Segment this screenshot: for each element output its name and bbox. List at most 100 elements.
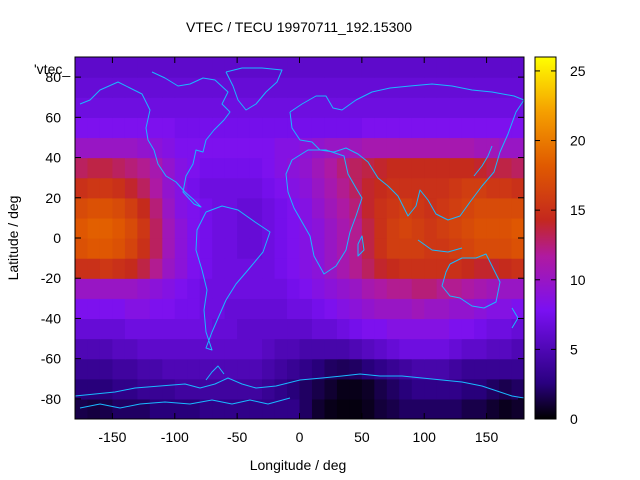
heatmap-cell bbox=[75, 398, 89, 419]
heatmap-cell bbox=[187, 77, 201, 98]
heatmap-cell bbox=[411, 398, 425, 419]
heatmap-cell bbox=[499, 258, 513, 279]
heatmap-cell bbox=[112, 97, 126, 118]
heatmap-cell bbox=[224, 398, 238, 419]
heatmap-cell bbox=[187, 338, 201, 360]
heatmap-cell bbox=[149, 398, 163, 419]
heatmap-cell bbox=[311, 358, 326, 380]
heatmap-cell bbox=[187, 278, 201, 299]
heatmap-cell bbox=[187, 177, 201, 199]
heatmap-cell bbox=[336, 318, 350, 340]
heatmap-cell bbox=[436, 77, 450, 98]
heatmap-cell bbox=[162, 298, 176, 320]
heatmap-cell bbox=[386, 378, 400, 400]
heatmap-cell bbox=[486, 298, 500, 320]
heatmap-cell bbox=[75, 177, 89, 199]
heatmap-cell bbox=[349, 57, 363, 78]
heatmap-cell bbox=[411, 338, 425, 360]
heatmap-cell bbox=[449, 338, 463, 360]
heatmap-cell bbox=[386, 57, 400, 78]
heatmap-cell bbox=[87, 358, 101, 380]
heatmap-cell bbox=[461, 157, 475, 179]
heatmap-cell bbox=[262, 238, 276, 259]
heatmap-cell bbox=[99, 378, 114, 400]
heatmap-cell bbox=[149, 57, 163, 78]
heatmap-cell bbox=[461, 137, 475, 159]
heatmap-cell bbox=[174, 358, 188, 380]
heatmap-cell bbox=[361, 217, 375, 239]
heatmap-cell bbox=[474, 217, 488, 239]
colorbar bbox=[534, 56, 557, 420]
heatmap-cell bbox=[336, 157, 350, 179]
heatmap-cell bbox=[249, 278, 263, 299]
heatmap-cell bbox=[374, 217, 388, 239]
heatmap-cell bbox=[237, 197, 251, 219]
heatmap-cell bbox=[99, 177, 114, 199]
heatmap-cell bbox=[461, 278, 475, 299]
colorbar-ticks: 0 5 10 15 20 25 bbox=[535, 63, 586, 427]
heatmap-cell bbox=[424, 157, 438, 179]
heatmap-cell bbox=[137, 278, 151, 299]
heatmap-cell bbox=[324, 298, 338, 320]
heatmap-cell bbox=[361, 278, 375, 299]
heatmap-cell bbox=[149, 97, 163, 118]
colorbar-tick-label: 25 bbox=[570, 63, 586, 79]
heatmap-cell bbox=[474, 77, 488, 98]
heatmap-cell bbox=[187, 378, 201, 400]
heatmap-cell bbox=[112, 318, 126, 340]
heatmap-cell bbox=[174, 217, 188, 239]
heatmap-cell bbox=[124, 278, 138, 299]
heatmap-cell bbox=[399, 378, 413, 400]
heatmap-cell bbox=[436, 97, 450, 118]
heatmap-cell bbox=[486, 197, 500, 219]
heatmap-cell bbox=[224, 97, 238, 118]
heatmap-cell bbox=[436, 378, 450, 400]
heatmap-cell bbox=[461, 258, 475, 279]
heatmap-cell bbox=[299, 197, 313, 219]
heatmap-cell bbox=[424, 217, 438, 239]
heatmap-cell bbox=[386, 177, 400, 199]
heatmap-cell bbox=[87, 137, 101, 159]
heatmap-cell bbox=[237, 238, 251, 259]
heatmap-cell bbox=[212, 398, 226, 419]
coastline-greenland bbox=[225, 67, 283, 111]
heatmap-cell bbox=[274, 298, 288, 320]
heatmap-cell bbox=[461, 217, 475, 239]
heatmap-cell bbox=[237, 358, 251, 380]
heatmap-cell bbox=[237, 338, 251, 360]
heatmap-cell bbox=[374, 358, 388, 380]
heatmap-cell bbox=[274, 338, 288, 360]
y-axis-label: Latitude / deg bbox=[5, 196, 21, 281]
heatmap-cell bbox=[162, 157, 176, 179]
heatmap-cell bbox=[274, 318, 288, 340]
heatmap-cell bbox=[336, 117, 350, 139]
heatmap-cell bbox=[511, 298, 524, 320]
heatmap-cell bbox=[75, 278, 89, 299]
heatmap-cell bbox=[212, 177, 226, 199]
heatmap-cell bbox=[149, 298, 163, 320]
heatmap-cell bbox=[137, 177, 151, 199]
heatmap-cell bbox=[187, 57, 201, 78]
heatmap-cell bbox=[224, 238, 238, 259]
heatmap-cell bbox=[112, 197, 126, 219]
heatmap-cell bbox=[262, 117, 276, 139]
heatmap-cell bbox=[411, 378, 425, 400]
heatmap-cell bbox=[336, 398, 350, 419]
heatmap-cell bbox=[336, 77, 350, 98]
heatmap-cell bbox=[137, 57, 151, 78]
heatmap-cell bbox=[237, 258, 251, 279]
heatmap-cell bbox=[424, 77, 438, 98]
heatmap-cell bbox=[237, 278, 251, 299]
heatmap-cell bbox=[461, 117, 475, 139]
heatmap-cell bbox=[474, 117, 488, 139]
heatmap-cell bbox=[386, 258, 400, 279]
heatmap-cell bbox=[124, 318, 138, 340]
heatmap-cell bbox=[449, 137, 463, 159]
colorbar-tick-label: 10 bbox=[570, 272, 586, 288]
heatmap-cell bbox=[99, 318, 114, 340]
heatmap-cell bbox=[349, 398, 363, 419]
heatmap-cell bbox=[224, 57, 238, 78]
heatmap-cell bbox=[311, 117, 326, 139]
heatmap-cell bbox=[336, 338, 350, 360]
heatmap-cell bbox=[324, 137, 338, 159]
